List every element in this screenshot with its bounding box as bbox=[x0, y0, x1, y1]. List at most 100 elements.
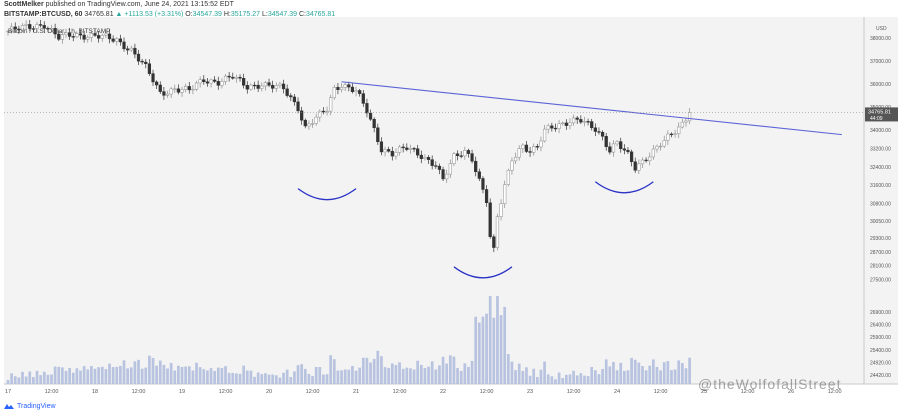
candle-body bbox=[129, 47, 133, 51]
volume-bar bbox=[343, 369, 347, 384]
price-tick-label: 30800.00 bbox=[870, 202, 891, 208]
volume-bar bbox=[39, 375, 42, 384]
price-tick-label: 26900.00 bbox=[870, 310, 891, 316]
candle-body bbox=[107, 33, 112, 40]
time-tick-label: 21 bbox=[353, 389, 359, 395]
watermark-text: @theWolfofallStreet bbox=[698, 376, 842, 392]
candle-body bbox=[24, 24, 28, 26]
candle-body bbox=[626, 149, 630, 153]
candle-body bbox=[673, 133, 677, 135]
candle-body bbox=[416, 148, 420, 156]
candle-body bbox=[147, 63, 152, 74]
candle-body bbox=[481, 178, 485, 190]
candle-body bbox=[354, 90, 358, 92]
volume-bar bbox=[245, 370, 249, 384]
candle-body bbox=[278, 83, 282, 86]
candle-body bbox=[658, 145, 663, 148]
time-tick-label: 12:00 bbox=[654, 389, 668, 395]
candle-body bbox=[336, 87, 340, 90]
candle-body bbox=[651, 148, 655, 158]
candle-body bbox=[463, 150, 467, 157]
volume-bar bbox=[488, 296, 492, 384]
author-name[interactable]: ScottMelker bbox=[4, 1, 44, 8]
volume-bar bbox=[42, 371, 46, 384]
candle-body bbox=[173, 88, 177, 90]
volume-bar bbox=[151, 357, 155, 384]
candle-body bbox=[535, 146, 539, 148]
candle-body bbox=[477, 171, 481, 179]
candle-body bbox=[579, 119, 583, 123]
volume-bar bbox=[510, 361, 514, 384]
price-tick-label: 24920.00 bbox=[870, 360, 891, 366]
candle-body bbox=[46, 28, 50, 30]
symbol-line: BITSTAMP:BTCUSD, 60 34765.81 ▲ +1113.53 … bbox=[4, 11, 335, 18]
candle-body bbox=[365, 103, 369, 114]
trendline[interactable] bbox=[341, 81, 842, 136]
candle-body bbox=[405, 147, 409, 150]
volume-bar bbox=[452, 356, 456, 384]
volume-bar bbox=[231, 372, 235, 384]
volume-bar bbox=[601, 369, 604, 384]
volume-bar bbox=[619, 362, 623, 384]
volume-bar bbox=[376, 350, 380, 384]
pattern-arc bbox=[453, 266, 513, 279]
volume-bar bbox=[597, 374, 601, 384]
volume-bar bbox=[68, 367, 71, 384]
candle-body bbox=[687, 112, 692, 122]
volume-bar bbox=[405, 367, 409, 384]
tradingview-logo-icon bbox=[4, 404, 14, 409]
volume-bar bbox=[242, 365, 246, 384]
volume-bar bbox=[198, 367, 202, 384]
volume-bar bbox=[28, 371, 32, 384]
volume-bar bbox=[626, 370, 630, 384]
candle-body bbox=[245, 85, 249, 90]
candle-body bbox=[169, 88, 173, 95]
tradingview-footer[interactable]: TradingView bbox=[4, 403, 56, 410]
volume-bar bbox=[173, 370, 177, 384]
volume-bar bbox=[325, 374, 329, 384]
candle-body bbox=[546, 125, 550, 130]
volume-bar bbox=[655, 366, 659, 384]
symbol-name[interactable]: BITSTAMP:BTCUSD, 60 bbox=[4, 11, 83, 18]
volume-bar bbox=[293, 371, 296, 384]
candle-body bbox=[296, 101, 300, 112]
time-tick-label: 12:00 bbox=[828, 389, 842, 395]
candle-body bbox=[234, 76, 239, 79]
candle-body bbox=[118, 38, 123, 43]
volume-bar bbox=[459, 370, 463, 384]
volume-bar bbox=[184, 366, 188, 384]
price-axis[interactable]: 38000.0037000.0036000.0035000.0034000.00… bbox=[870, 36, 891, 379]
last-price: 34765.81 bbox=[84, 11, 114, 18]
candle-body bbox=[28, 24, 32, 29]
time-tick-label: 25 bbox=[701, 389, 707, 395]
candle-body bbox=[314, 116, 318, 124]
time-tick-label: 12:00 bbox=[480, 389, 494, 395]
candle-body bbox=[78, 33, 83, 36]
candle-body bbox=[263, 82, 268, 87]
volume-bar bbox=[238, 373, 242, 384]
candle-body bbox=[292, 96, 297, 103]
candle-body bbox=[459, 155, 463, 157]
candle-body bbox=[180, 89, 184, 93]
volume-bar bbox=[155, 365, 159, 384]
chart-panel bbox=[4, 17, 898, 384]
volume-bar bbox=[13, 376, 17, 384]
axis-unit-label: USD bbox=[876, 26, 887, 32]
price-tick-label: 28700.00 bbox=[870, 250, 891, 256]
volume-bar bbox=[180, 366, 184, 384]
volume-bar bbox=[79, 370, 82, 384]
volume-bar bbox=[622, 370, 626, 384]
volume-bar bbox=[296, 365, 300, 384]
volume-bar bbox=[633, 359, 637, 384]
volume-bars bbox=[6, 296, 691, 384]
volume-bar bbox=[684, 368, 688, 384]
time-axis[interactable]: 17 12:00 18 12:00 19 12:00 20 12:00 21 12:00 22 12:… bbox=[5, 389, 842, 395]
volume-bar bbox=[666, 361, 670, 384]
candle-body bbox=[586, 121, 590, 123]
volume-bar bbox=[470, 360, 474, 384]
candle-body bbox=[187, 86, 191, 91]
volume-bar bbox=[303, 368, 307, 384]
volume-bar bbox=[6, 380, 10, 384]
candle-body bbox=[140, 60, 144, 63]
